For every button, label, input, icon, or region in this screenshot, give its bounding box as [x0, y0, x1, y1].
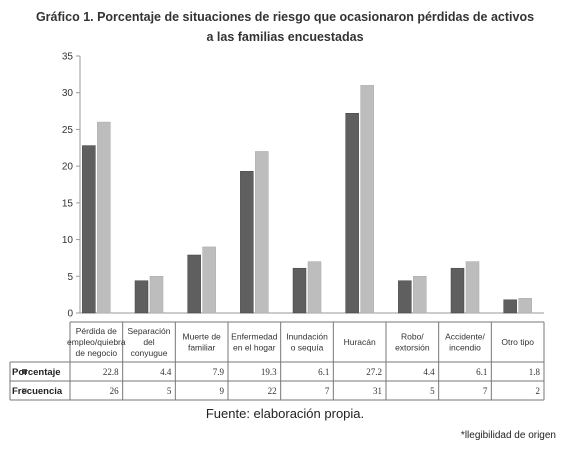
y-tick-label: 0 [67, 309, 73, 320]
data-label: 4.4 [423, 367, 435, 377]
category-label: incendio [449, 343, 481, 353]
bar-porcentaje [345, 113, 359, 314]
category-label: Separación [127, 326, 170, 336]
series-row-label: Porcentaje [12, 367, 61, 378]
data-label: 7 [483, 386, 488, 396]
category-label: de negocio [76, 348, 118, 358]
data-label: 4.4 [160, 367, 172, 377]
category-label: Accidente/ [445, 332, 485, 342]
legend-swatch-frecuencia [22, 388, 27, 393]
data-label: 6.1 [476, 367, 487, 377]
data-label: 7 [325, 386, 330, 396]
bar-porcentaje [292, 267, 307, 314]
data-label: 22 [268, 386, 277, 396]
data-label: 26 [110, 386, 120, 396]
y-tick-label: 35 [62, 52, 74, 63]
data-label: 27.2 [366, 367, 382, 377]
category-label: extorsión [395, 343, 430, 353]
source-note: Fuente: elaboración propia. [205, 406, 365, 421]
data-label: 2 [536, 386, 541, 396]
category-label: Huracán [344, 337, 376, 347]
bar-frecuencia [413, 276, 427, 314]
bar-frecuencia [465, 261, 480, 314]
y-tick-label: 25 [62, 125, 74, 136]
category-label: Pérdida de [76, 326, 117, 336]
data-label: 7.9 [213, 367, 225, 377]
bar-frecuencia [307, 261, 322, 314]
legend-swatch-porcentaje [22, 369, 27, 374]
y-tick-label: 20 [62, 162, 74, 173]
data-label: 31 [373, 386, 382, 396]
bar-porcentaje [82, 145, 96, 314]
category-label: familiar [188, 343, 216, 353]
y-tick-label: 5 [67, 272, 73, 283]
data-label: 22.8 [103, 367, 119, 377]
category-label: Enfermedad [231, 332, 278, 342]
data-label: 1.8 [529, 367, 541, 377]
category-label: Muerte de [183, 332, 222, 342]
series-row-label: Frecuencia [12, 386, 63, 397]
bar-frecuencia [97, 121, 111, 314]
data-label: 5 [430, 386, 435, 396]
data-label: 19.3 [261, 367, 277, 377]
category-label: Robo/ [401, 332, 424, 342]
category-label: empleo/quiebra [67, 337, 126, 347]
bar-porcentaje [450, 267, 465, 314]
data-label: 6.1 [318, 367, 329, 377]
chart-title-line-2: a las familias encuestadas [206, 30, 364, 44]
category-label: Otro tipo [501, 337, 534, 347]
bar-frecuencia [202, 246, 216, 314]
category-label: conyugue [131, 348, 168, 358]
bar-frecuencia [255, 151, 269, 314]
bar-porcentaje [398, 280, 412, 314]
bar-porcentaje [503, 299, 517, 314]
y-tick-label: 15 [62, 198, 74, 209]
chart-title-line-1: Gráfico 1. Porcentaje de situaciones de … [35, 10, 535, 24]
data-label: 9 [220, 386, 225, 396]
y-tick-label: 10 [62, 235, 74, 246]
category-label: del [143, 337, 154, 347]
category-label: o sequía [291, 343, 324, 353]
y-tick-label: 30 [62, 88, 74, 99]
bar-frecuencia [149, 276, 164, 314]
category-label: en el hogar [233, 343, 276, 353]
bar-porcentaje [240, 171, 254, 314]
footnote: *llegibilidad de origen [460, 430, 556, 441]
bar-frecuencia [518, 298, 532, 314]
bar-frecuencia [360, 85, 374, 314]
bar-porcentaje [187, 254, 201, 314]
data-label: 5 [167, 386, 172, 396]
category-label: Inundación [286, 332, 328, 342]
bar-porcentaje [134, 280, 149, 314]
